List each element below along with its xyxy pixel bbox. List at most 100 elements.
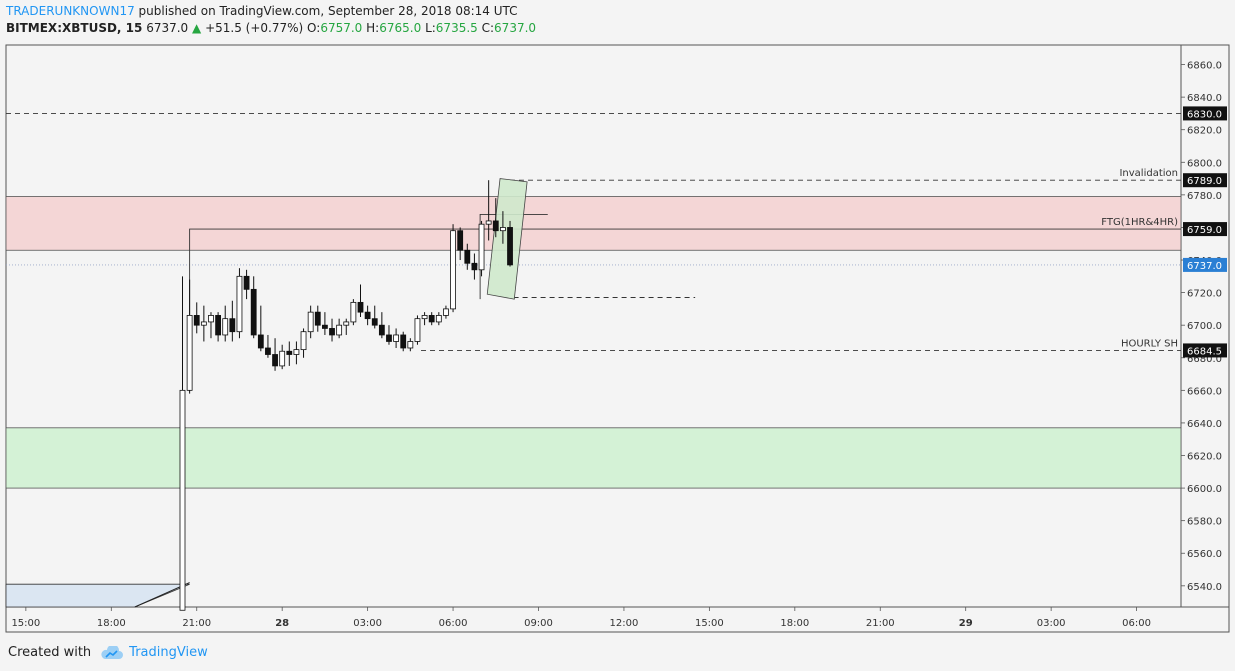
candle (193, 315, 200, 326)
low-key: L: (425, 21, 436, 35)
candle (343, 321, 350, 326)
ohlc-line: BITMEX:XBTUSD, 15 6737.0 ▲ +51.5 (+0.77%… (6, 20, 536, 37)
candle (350, 301, 357, 323)
candle (186, 315, 193, 391)
price-badge-label: 6789.0 (1187, 176, 1222, 187)
tradingview-cloud-icon (101, 645, 124, 659)
footer: Created with TradingView (8, 645, 208, 660)
candle (321, 324, 328, 329)
publish-line: TRADERUNKNOWN17 published on TradingView… (6, 3, 536, 20)
close-key: C: (481, 21, 495, 35)
open-value: 6757.0 (320, 21, 363, 35)
candle (222, 318, 229, 336)
high-value: 6765.0 (379, 21, 422, 35)
tradingview-link[interactable]: TradingView (129, 645, 208, 660)
candle (272, 354, 278, 367)
open-key: O: (307, 21, 321, 35)
price-badge-label: 6737.0 (1187, 261, 1222, 272)
y-tick-label: 6820.0 (1187, 126, 1222, 137)
author-link[interactable]: TRADERUNKNOWN17 (6, 4, 135, 18)
x-tick-label: 15:00 (695, 618, 724, 629)
candle (293, 349, 300, 355)
y-tick-label: 6620.0 (1187, 452, 1222, 463)
candle (371, 318, 378, 326)
candle (179, 389, 186, 611)
candle (200, 321, 207, 326)
y-tick-label: 6840.0 (1187, 93, 1222, 104)
candle (485, 220, 492, 225)
x-tick-label: 15:00 (11, 618, 40, 629)
candle (357, 301, 364, 313)
x-tick-label: 29 (959, 618, 973, 629)
last-price: 6737.0 (146, 21, 189, 35)
x-tick-label: 21:00 (866, 618, 895, 629)
y-tick-label: 6780.0 (1187, 191, 1222, 202)
y-tick-label: 6660.0 (1187, 386, 1222, 397)
candle (378, 324, 385, 336)
x-tick-label: 03:00 (1037, 618, 1066, 629)
price-badge-label: 6759.0 (1187, 225, 1222, 236)
candle (279, 350, 286, 367)
symbol-label: BITMEX:XBTUSD, 15 (6, 21, 143, 35)
price-badge (1183, 257, 1227, 272)
plot-area (5, 44, 1182, 608)
x-tick-label: 09:00 (524, 618, 553, 629)
candle (250, 288, 257, 336)
y-tick-label: 6580.0 (1187, 517, 1222, 528)
y-tick-label: 6700.0 (1187, 321, 1222, 332)
high-key: H: (366, 21, 380, 35)
level-label: FTG(1HR&4HR) (1101, 217, 1178, 228)
y-tick-label: 6680.0 (1187, 354, 1222, 365)
level-label: HOURLY SH (1121, 338, 1178, 349)
candle (243, 275, 250, 290)
candle (236, 275, 243, 333)
y-tick-label: 6600.0 (1187, 484, 1222, 495)
y-tick-label: 6560.0 (1187, 549, 1222, 560)
candle (336, 324, 343, 336)
candle (364, 311, 371, 320)
y-tick-label: 6640.0 (1187, 419, 1222, 430)
low-value: 6735.5 (435, 21, 478, 35)
price-badge (1183, 106, 1227, 121)
chart-header: TRADERUNKNOWN17 published on TradingView… (6, 3, 536, 37)
price-badge-label: 6684.5 (1187, 346, 1222, 357)
publish-info: published on TradingView.com, September … (138, 4, 518, 18)
range-bracket (479, 213, 548, 300)
candle (407, 341, 414, 349)
price-badge (1183, 173, 1227, 188)
x-tick-label: 28 (275, 618, 289, 629)
price-badge (1183, 343, 1227, 358)
candle (393, 334, 400, 342)
candle (329, 328, 335, 336)
candle (314, 311, 321, 326)
candle (300, 331, 307, 351)
candle (400, 334, 407, 349)
candle (492, 220, 499, 232)
candle (428, 315, 435, 323)
candle (257, 334, 264, 349)
price-change: +51.5 (+0.77%) (205, 21, 304, 35)
x-tick-label: 12:00 (610, 618, 639, 629)
y-tick-label: 6860.0 (1187, 61, 1222, 72)
candle (507, 227, 513, 266)
x-tick-label: 18:00 (780, 618, 809, 629)
candle (457, 230, 464, 251)
zone-resistance (5, 196, 1182, 251)
x-tick-label: 18:00 (97, 618, 126, 629)
close-value: 6737.0 (494, 21, 537, 35)
candle (443, 308, 449, 316)
candle (208, 315, 214, 323)
candle (307, 311, 314, 333)
x-tick-label: 06:00 (439, 618, 468, 629)
candle (265, 347, 271, 355)
candle (386, 334, 392, 342)
price-badge (1183, 222, 1227, 237)
candle (215, 315, 222, 336)
price-badge-label: 6830.0 (1187, 109, 1222, 120)
candle (464, 249, 471, 264)
price-chart[interactable]: Invalidation FTG(1HR&4HR) HOURLY SH 6540.0 6… (0, 0, 1235, 640)
created-with-label: Created with (8, 645, 92, 660)
time-axis (5, 606, 1230, 633)
up-arrow-icon: ▲ (192, 21, 202, 35)
candle (414, 318, 421, 342)
